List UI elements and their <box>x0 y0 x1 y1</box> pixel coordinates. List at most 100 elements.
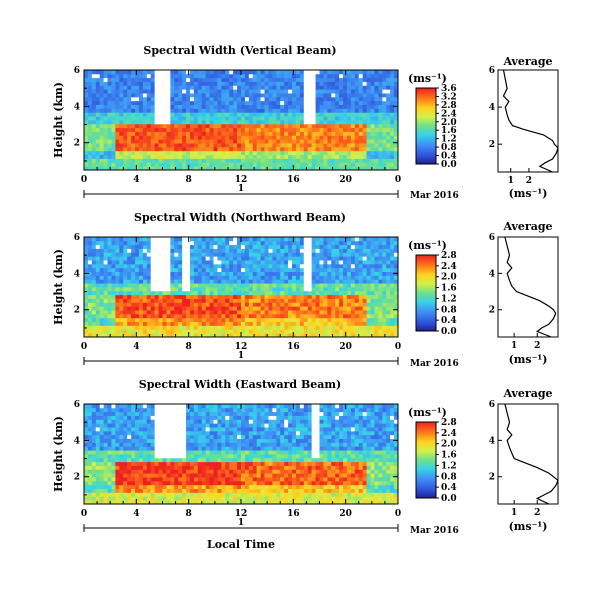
heatmap-cell <box>221 70 226 75</box>
heatmap-cell <box>135 154 140 159</box>
heatmap-cell <box>87 434 93 440</box>
heatmap-cell <box>276 260 281 265</box>
heatmap-cell <box>103 287 108 292</box>
heatmap-cell <box>244 252 250 257</box>
heatmap-cell <box>189 73 195 79</box>
heatmap-cell <box>260 321 265 326</box>
heatmap-cell <box>91 321 97 326</box>
heatmap-cell <box>299 70 305 75</box>
heatmap-cell <box>201 89 207 94</box>
heatmap-cell <box>280 333 285 338</box>
heatmap-cell <box>292 143 297 148</box>
heatmap-cell <box>362 287 368 292</box>
heatmap-cell <box>362 123 368 129</box>
heatmap-cell <box>252 287 258 292</box>
heatmap-cell <box>272 290 277 296</box>
heatmap-cell <box>138 423 144 428</box>
heatmap-cell <box>91 290 97 296</box>
heatmap-cell <box>111 415 116 420</box>
heatmap-cell <box>311 70 316 75</box>
heatmap-cell <box>350 73 356 79</box>
heatmap-cell <box>170 120 175 125</box>
heatmap-cell <box>394 240 399 246</box>
heatmap-cell <box>182 290 187 296</box>
heatmap-cell <box>162 267 167 273</box>
heatmap-cell <box>295 93 301 98</box>
heatmap-cell <box>119 473 124 478</box>
heatmap-cell <box>378 294 383 299</box>
heatmap-cell <box>87 438 93 443</box>
heatmap-cell <box>378 248 383 253</box>
heatmap-cell <box>84 267 89 273</box>
heatmap-cell <box>229 267 234 273</box>
heatmap-cell <box>260 325 265 330</box>
heatmap-cell <box>95 93 101 98</box>
heatmap-cell <box>268 287 273 292</box>
heatmap-cell <box>189 329 195 334</box>
heatmap-cell <box>138 317 144 323</box>
heatmap-cell <box>295 150 301 156</box>
heatmap-cell <box>225 135 230 140</box>
heatmap-cell <box>264 313 269 319</box>
heatmap-cell <box>103 248 108 253</box>
heatmap-cell <box>280 96 285 102</box>
heatmap-cell <box>103 166 108 171</box>
heatmap-cell <box>166 248 171 253</box>
heatmap-cell <box>233 85 238 90</box>
heatmap-cell <box>276 166 281 171</box>
heatmap-cell <box>170 154 175 159</box>
heatmap-cell <box>264 244 269 249</box>
heatmap-cell <box>241 108 246 113</box>
heatmap-cell <box>103 271 108 276</box>
heatmap-cell <box>378 313 383 319</box>
heatmap-cell <box>221 321 226 326</box>
heatmap-cell <box>131 465 136 470</box>
heatmap-cell <box>394 96 399 102</box>
heatmap-cell <box>182 248 187 253</box>
heatmap-cell <box>241 73 246 79</box>
heatmap-cell <box>135 496 140 501</box>
heatmap-cell <box>237 271 242 276</box>
heatmap-cell <box>174 85 179 90</box>
heatmap-cell <box>390 162 395 167</box>
heatmap-cell <box>170 279 175 284</box>
heatmap-cell <box>154 154 159 159</box>
heatmap-cell <box>162 484 167 490</box>
heatmap-cell <box>260 283 265 288</box>
heatmap-cell <box>284 100 289 106</box>
heatmap-cell <box>123 271 128 276</box>
heatmap-cell <box>303 96 309 102</box>
heatmap-cell <box>193 100 199 106</box>
heatmap-cell <box>248 329 254 334</box>
heatmap-cell <box>319 131 324 136</box>
heatmap-cell <box>229 252 234 257</box>
heatmap-cell <box>335 333 340 338</box>
heatmap-cell <box>111 162 116 167</box>
heatmap-cell <box>201 123 207 129</box>
heatmap-cell <box>123 120 128 125</box>
heatmap-cell <box>103 477 108 482</box>
heatmap-cell <box>131 162 136 167</box>
heatmap-cell <box>307 260 313 265</box>
heatmap-cell <box>99 488 105 493</box>
heatmap-cell <box>248 150 254 156</box>
heatmap-cell <box>366 73 371 79</box>
heatmap-cell <box>292 256 297 261</box>
heatmap-cell <box>319 252 324 257</box>
heatmap-cell <box>135 158 140 163</box>
heatmap-cell <box>335 150 340 156</box>
heatmap-cell <box>99 457 105 463</box>
heatmap-cell <box>84 120 89 125</box>
heatmap-cell <box>366 256 371 261</box>
heatmap-cell <box>221 271 226 276</box>
heatmap-cell <box>374 146 379 152</box>
heatmap-cell <box>221 139 226 144</box>
heatmap-cell <box>256 263 262 269</box>
heatmap-cell <box>303 317 309 323</box>
heatmap-cell <box>103 430 108 436</box>
heatmap-cell <box>374 306 379 311</box>
heatmap-cell <box>303 73 309 79</box>
heatmap-cell <box>378 127 383 132</box>
heatmap-cell <box>178 484 183 490</box>
heatmap-cell <box>346 298 352 303</box>
